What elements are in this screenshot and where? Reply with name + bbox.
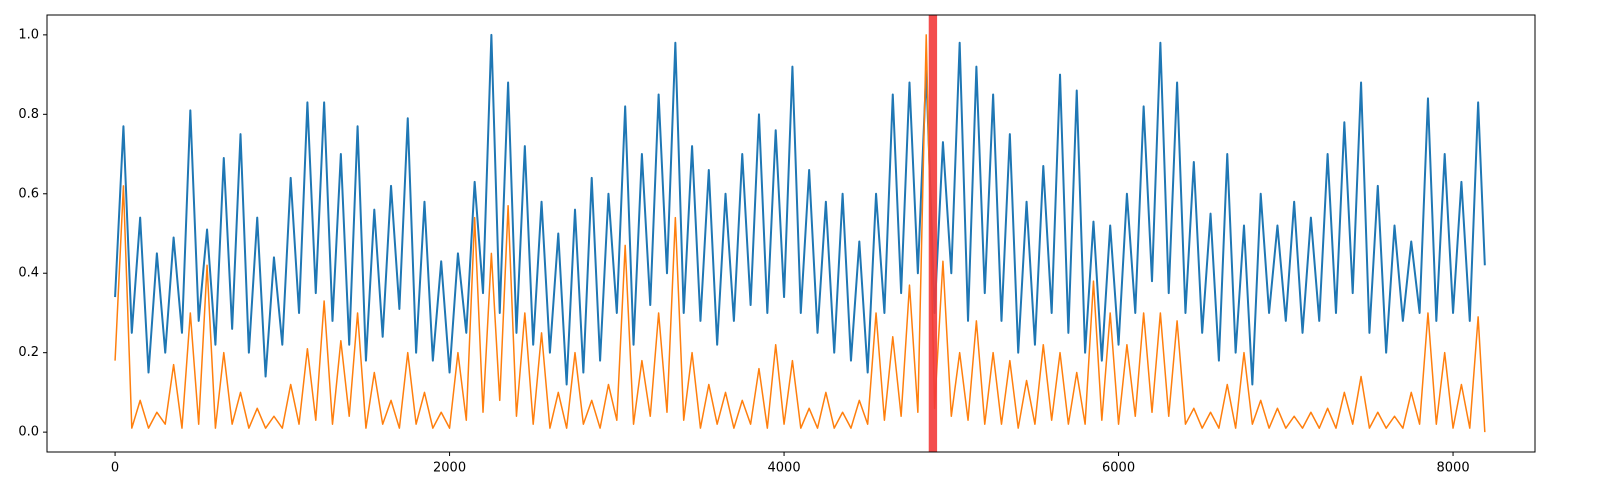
x-tick-label: 6000 xyxy=(1102,461,1135,476)
x-tick-label: 2000 xyxy=(433,461,466,476)
x-tick-label: 8000 xyxy=(1437,461,1470,476)
y-tick-label: 1.0 xyxy=(18,27,39,42)
highlight-span xyxy=(928,15,938,452)
y-tick-label: 0.0 xyxy=(18,425,39,440)
y-tick-label: 0.4 xyxy=(18,266,39,281)
y-tick-label: 0.6 xyxy=(18,186,39,201)
x-tick-label: 0 xyxy=(111,461,119,476)
y-tick-label: 0.2 xyxy=(18,345,39,360)
series-line xyxy=(114,34,1486,433)
x-tick-label: 4000 xyxy=(768,461,801,476)
plot-frame xyxy=(46,14,1536,453)
series-line xyxy=(114,33,1486,386)
y-tick-label: 0.8 xyxy=(18,107,39,122)
